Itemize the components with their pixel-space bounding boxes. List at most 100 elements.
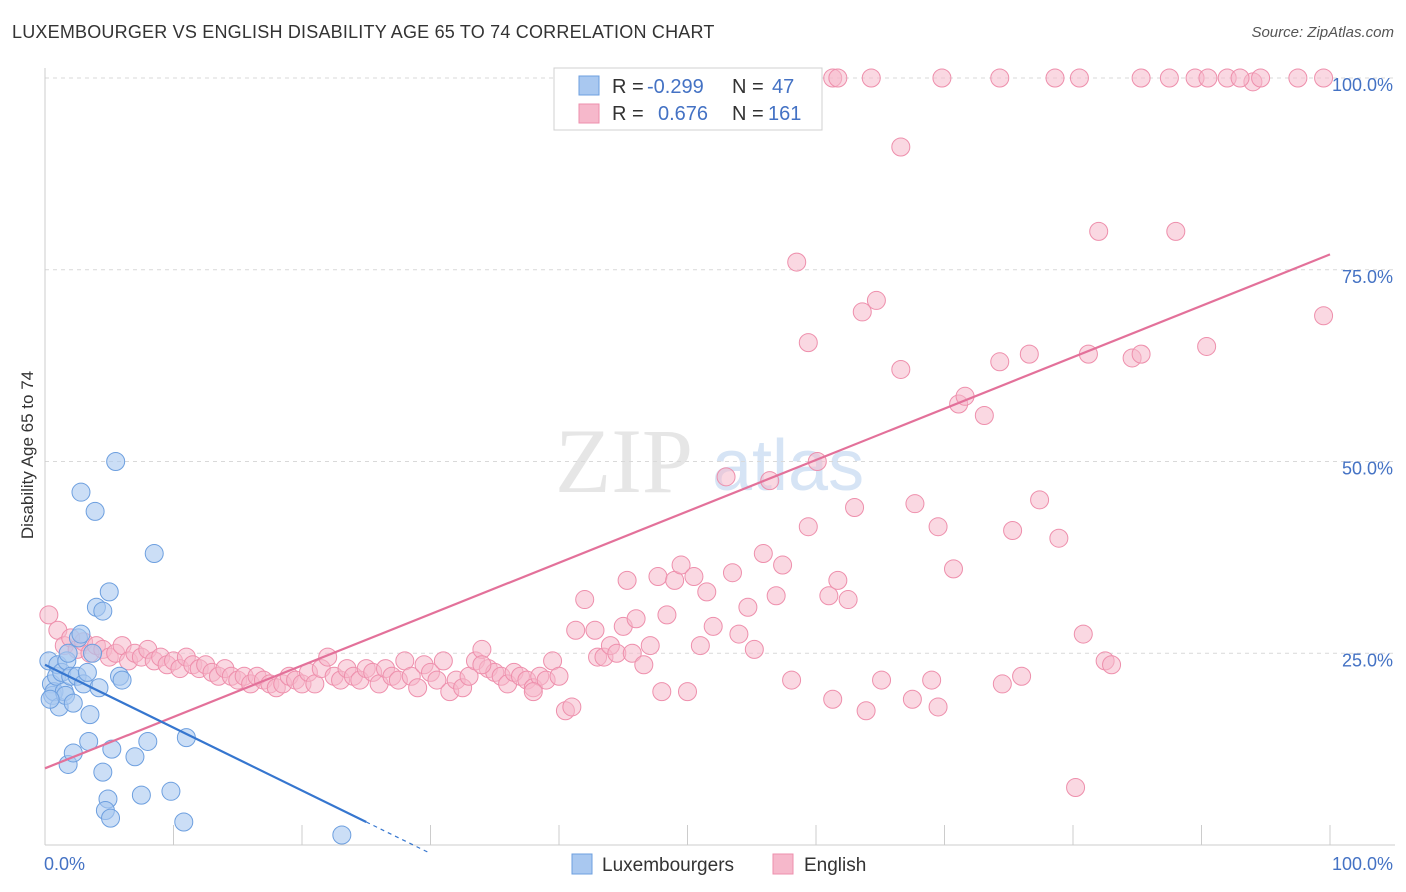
- gridlines: [45, 77, 1395, 654]
- english-point-61: [433, 651, 453, 671]
- luxembourger-point-20: [83, 643, 103, 663]
- english-point-157: [1314, 306, 1334, 326]
- english-point-116: [798, 517, 818, 537]
- legend-blue-r-value: -0.299: [647, 76, 704, 98]
- legend-pink-n-label: N =: [732, 103, 764, 125]
- english-point-152: [1131, 344, 1151, 364]
- english-point-159: [523, 682, 543, 702]
- legend-top: R = -0.299 N = 47 R = 0.676 N = 161: [553, 67, 823, 131]
- english-top-point-8: [1131, 68, 1151, 88]
- english-point-90: [617, 570, 637, 590]
- english-point-106: [729, 624, 749, 644]
- legend-blue-r-label: R =: [612, 76, 644, 98]
- english-point-120: [828, 570, 848, 590]
- english-top-point-9: [1159, 68, 1179, 88]
- english-point-108: [744, 639, 764, 659]
- english-top-point-4: [932, 68, 952, 88]
- english-point-133: [928, 697, 948, 717]
- luxembourger-point-18: [77, 662, 97, 682]
- english-point-123: [852, 302, 872, 322]
- chart-title: LUXEMBOURGER VS ENGLISH DISABILITY AGE 6…: [12, 22, 715, 42]
- english-point-0: [39, 605, 59, 625]
- english-point-101: [690, 636, 710, 656]
- luxembourger-trend-line: [44, 663, 367, 823]
- english-point-138: [990, 352, 1010, 372]
- watermark-atlas: atlas: [712, 426, 864, 506]
- luxembourger-point-26: [106, 452, 126, 471]
- english-point-102: [697, 582, 717, 602]
- english-point-150: [1102, 655, 1122, 675]
- luxembourger-point-33: [161, 781, 181, 801]
- english-point-132: [928, 517, 948, 537]
- english-top-point-15: [1314, 68, 1334, 88]
- luxembourger-point-19: [80, 705, 100, 725]
- english-top-point-7: [1069, 68, 1089, 88]
- luxembourger-point-36: [332, 825, 352, 845]
- axes: [44, 68, 1395, 846]
- english-point-134: [943, 559, 963, 579]
- english-point-121: [838, 590, 858, 610]
- english-point-99: [671, 555, 691, 575]
- english-point-104: [716, 467, 736, 487]
- x-tick-label-0: 0.0%: [44, 854, 85, 874]
- english-point-105: [722, 563, 742, 583]
- english-top-point-3: [861, 68, 881, 88]
- english-top-point-12: [1230, 68, 1250, 88]
- english-point-115: [798, 333, 818, 353]
- legend-luxembourgers-swatch: [571, 853, 593, 875]
- y-tick-label-2: 75.0%: [1342, 267, 1393, 287]
- english-point-111: [766, 586, 786, 606]
- english-point-139: [992, 674, 1012, 694]
- english-point-122: [845, 498, 865, 518]
- legend-blue-n-value: 47: [772, 76, 794, 98]
- luxembourger-point-29: [125, 747, 145, 767]
- english-point-154: [1197, 336, 1217, 356]
- y-tick-label-0: 25.0%: [1342, 650, 1393, 670]
- luxembourger-trend-extension: [365, 821, 431, 854]
- english-point-124: [856, 701, 876, 721]
- english-point-100: [678, 682, 697, 702]
- english-top-point-5: [990, 68, 1010, 88]
- english-point-91: [622, 643, 642, 663]
- english-point-137: [974, 405, 994, 425]
- luxembourger-point-32: [144, 544, 164, 564]
- english-point-158: [472, 655, 492, 675]
- english-point-127: [891, 359, 911, 379]
- english-point-81: [562, 697, 582, 717]
- english-point-141: [1012, 666, 1032, 686]
- legend-english-label: English: [804, 855, 866, 876]
- english-point-83: [575, 590, 595, 610]
- english-point-144: [1049, 528, 1069, 548]
- english-top-point-14: [1288, 68, 1308, 88]
- english-point-140: [1003, 521, 1023, 541]
- english-point-131: [922, 670, 942, 690]
- y-tick-label-1: 50.0%: [1342, 459, 1393, 479]
- legend-pink-r-label: R =: [612, 103, 644, 125]
- english-point-146: [1073, 624, 1093, 644]
- english-point-148: [1089, 221, 1109, 241]
- english-point-113: [782, 670, 802, 690]
- luxembourger-point-42: [93, 762, 113, 782]
- x-tick-labels: 0.0% 100.0%: [44, 854, 1393, 874]
- english-top-point-6: [1045, 68, 1065, 88]
- english-point-109: [753, 544, 773, 564]
- legend-blue-n-label: N =: [732, 76, 764, 98]
- legend-luxembourgers-label: Luxembourgers: [602, 855, 734, 876]
- source-label: Source: ZipAtlas.com: [1251, 24, 1394, 41]
- luxembourger-point-45: [101, 808, 121, 828]
- english-point-118: [819, 586, 839, 606]
- luxembourger-point-24: [99, 582, 119, 602]
- legend-bottom: Luxembourgers English: [571, 853, 866, 876]
- legend-blue-swatch: [578, 75, 600, 96]
- luxembourger-point-25: [102, 739, 122, 759]
- english-point-107: [738, 597, 758, 617]
- trend-lines: [44, 253, 1331, 854]
- luxembourger-point-23: [93, 601, 113, 621]
- english-point-94: [640, 636, 660, 656]
- luxembourger-point-28: [112, 670, 132, 690]
- english-point-82: [566, 620, 586, 640]
- english-point-92: [626, 609, 646, 629]
- english-point-142: [1019, 344, 1039, 364]
- luxembourger-point-46: [40, 689, 60, 709]
